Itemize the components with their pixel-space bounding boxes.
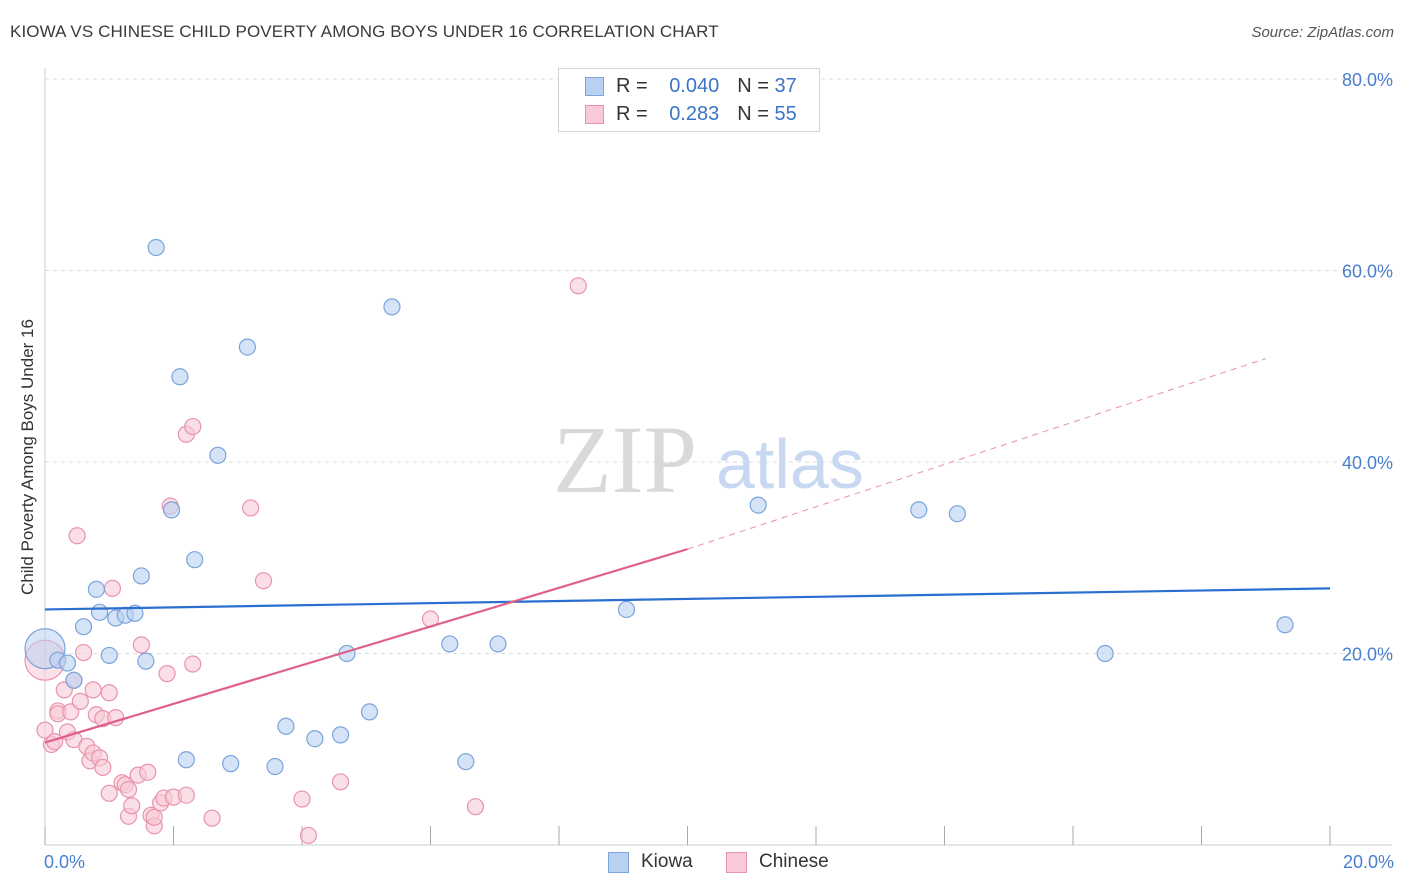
chinese-point [36, 721, 54, 739]
kiowa-point [238, 338, 256, 356]
axes [44, 68, 1392, 846]
kiowa-point [186, 551, 204, 569]
x-tick-label-min: 0.0% [44, 852, 86, 872]
legend-n-value-kiowa: 37 [774, 74, 797, 97]
chinese-points [24, 277, 587, 845]
kiowa-point [137, 652, 155, 670]
chinese-point [94, 758, 112, 777]
chinese-point [203, 809, 221, 827]
watermark-zip: ZIP [553, 406, 697, 513]
legend-r-label: R = [616, 102, 648, 125]
chinese-point [177, 786, 195, 804]
chinese-point [84, 681, 102, 699]
legend-item-chinese[interactable]: Chinese [726, 851, 829, 873]
kiowa-point [277, 717, 295, 735]
kiowa-point [209, 446, 227, 464]
source-credit: Source: ZipAtlas.com [1251, 24, 1394, 41]
legend-r-value-chinese: 0.283 [669, 102, 720, 125]
chinese-swatch [585, 104, 604, 124]
kiowa-point [58, 654, 77, 672]
chinese-point [145, 808, 163, 826]
chinese-legend-swatch [726, 851, 747, 873]
kiowa-point [132, 567, 150, 585]
chinese-point [119, 780, 138, 799]
kiowa-point [171, 368, 189, 386]
kiowa-point [65, 671, 83, 689]
kiowa-point [162, 501, 181, 519]
legend-row-chinese: R = 0.283 N = 55 [585, 101, 797, 127]
chinese-point [254, 572, 273, 590]
kiowa-point [910, 501, 928, 519]
x-tick-label-max: 20.0% [1342, 852, 1394, 872]
chinese-point [103, 579, 122, 597]
kiowa-point [617, 600, 636, 619]
chinese-point [293, 790, 311, 808]
chinese-trend-extension [687, 358, 1266, 550]
kiowa-point [1276, 616, 1294, 634]
kiowa-point [177, 751, 195, 769]
kiowa-point [1096, 644, 1114, 663]
chinese-point [299, 826, 318, 845]
chinese-point [74, 643, 93, 662]
chinese-legend-label: Chinese [759, 851, 829, 872]
chinese-point [466, 798, 485, 816]
chinese-point [71, 692, 89, 710]
chinese-point [68, 527, 86, 545]
kiowa-swatch [585, 76, 604, 96]
kiowa-point [489, 635, 507, 653]
chinese-point [123, 797, 141, 815]
kiowa-legend-label: Kiowa [641, 851, 693, 872]
legend-item-kiowa[interactable]: Kiowa [608, 851, 693, 873]
kiowa-point [74, 618, 93, 636]
legend-n-label: N = [737, 102, 769, 125]
legend-n-value-chinese: 55 [774, 102, 797, 125]
kiowa-point [91, 603, 109, 621]
chinese-point [569, 277, 587, 295]
chinese-point [242, 499, 260, 517]
kiowa-point [266, 757, 284, 776]
kiowa-point [87, 580, 106, 598]
kiowa-point [441, 635, 459, 653]
kiowa-point [306, 730, 324, 748]
kiowa-point [948, 505, 966, 523]
kiowa-trend-line [44, 587, 1331, 611]
series-legend: Kiowa Chinese [0, 851, 1406, 877]
y-tick-label: 20.0% [1342, 645, 1393, 665]
kiowa-point [749, 496, 767, 514]
kiowa-point [457, 753, 475, 771]
kiowa-point [360, 703, 379, 721]
watermark-atlas: atlas [716, 425, 864, 503]
chinese-point [100, 784, 118, 802]
kiowa-point [222, 755, 240, 773]
chinese-point [132, 636, 150, 654]
kiowa-point [331, 726, 350, 744]
chinese-point [331, 773, 350, 791]
chinese-point [184, 417, 202, 436]
legend-r-value-kiowa: 0.040 [669, 74, 720, 97]
kiowa-points [24, 238, 1294, 776]
y-tick-label: 80.0% [1342, 70, 1393, 90]
chart-title: KIOWA VS CHINESE CHILD POVERTY AMONG BOY… [10, 22, 719, 41]
kiowa-point [126, 604, 144, 622]
legend-n-label: N = [737, 74, 769, 97]
kiowa-point [100, 646, 118, 665]
chinese-point [184, 655, 202, 673]
kiowa-legend-swatch [608, 851, 629, 873]
chinese-trend-line [44, 548, 688, 744]
chinese-point [100, 684, 118, 702]
chinese-point [158, 665, 176, 683]
legend-r-label: R = [616, 74, 648, 97]
y-tick-labels: 20.0% 40.0% 60.0% 80.0% [1342, 70, 1393, 665]
y-tick-label: 40.0% [1342, 453, 1393, 473]
legend-row-kiowa: R = 0.040 N = 37 [585, 73, 797, 99]
trend-lines [44, 358, 1331, 744]
kiowa-point [383, 298, 401, 316]
correlation-legend: R = 0.040 N = 37 R = 0.283 N = 55 [558, 68, 820, 132]
gridlines [45, 78, 1392, 654]
kiowa-point [147, 238, 165, 257]
y-tick-label: 60.0% [1342, 262, 1393, 282]
chinese-point [139, 763, 157, 781]
chinese-point [62, 703, 80, 721]
